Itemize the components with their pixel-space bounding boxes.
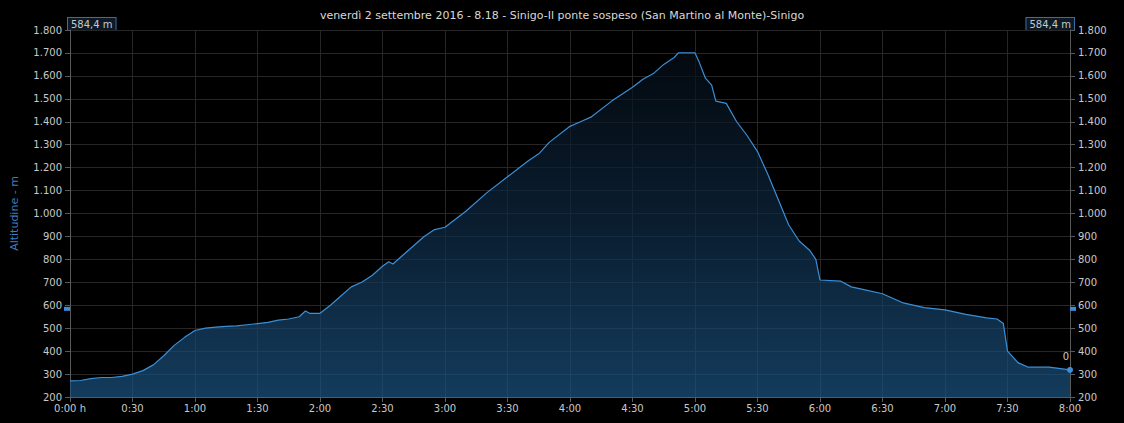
svg-text:600: 600 [1078, 300, 1097, 311]
svg-text:4:00: 4:00 [559, 403, 581, 414]
svg-text:3:30: 3:30 [496, 403, 518, 414]
svg-text:300: 300 [1078, 369, 1097, 380]
svg-text:3:00: 3:00 [434, 403, 456, 414]
svg-text:4:30: 4:30 [621, 403, 643, 414]
svg-text:1.000: 1.000 [1078, 208, 1107, 219]
svg-text:900: 900 [1078, 231, 1097, 242]
svg-text:0: 0 [1063, 351, 1069, 362]
svg-text:600: 600 [43, 300, 62, 311]
svg-text:1.500: 1.500 [1078, 93, 1107, 104]
svg-text:1.200: 1.200 [1078, 162, 1107, 173]
svg-text:1.700: 1.700 [1078, 47, 1107, 58]
svg-text:6:00: 6:00 [809, 403, 831, 414]
svg-text:1:00: 1:00 [184, 403, 206, 414]
svg-text:800: 800 [43, 254, 62, 265]
svg-text:0:30: 0:30 [121, 403, 143, 414]
svg-text:1.400: 1.400 [1078, 116, 1107, 127]
svg-text:Altitudine - m: Altitudine - m [8, 176, 21, 251]
svg-text:400: 400 [1078, 346, 1097, 357]
svg-text:700: 700 [43, 277, 62, 288]
svg-text:1.100: 1.100 [1078, 185, 1107, 196]
svg-text:7:00: 7:00 [934, 403, 956, 414]
svg-text:1.500: 1.500 [33, 93, 62, 104]
svg-text:1.000: 1.000 [33, 208, 62, 219]
svg-text:584,4 m: 584,4 m [71, 19, 113, 30]
svg-text:400: 400 [43, 346, 62, 357]
svg-text:5:00: 5:00 [684, 403, 706, 414]
svg-text:venerdì 2 settembre 2016 - 8.1: venerdì 2 settembre 2016 - 8.18 - Sinigo… [320, 9, 805, 22]
svg-text:7:30: 7:30 [996, 403, 1018, 414]
svg-text:500: 500 [1078, 323, 1097, 334]
svg-text:584,4 m: 584,4 m [1029, 19, 1071, 30]
svg-text:2:00: 2:00 [309, 403, 331, 414]
svg-text:1.700: 1.700 [33, 47, 62, 58]
svg-text:800: 800 [1078, 254, 1097, 265]
svg-text:1.600: 1.600 [33, 70, 62, 81]
svg-text:1.400: 1.400 [33, 116, 62, 127]
svg-text:1.800: 1.800 [1078, 25, 1107, 36]
svg-text:500: 500 [43, 323, 62, 334]
svg-text:1.100: 1.100 [33, 185, 62, 196]
svg-text:200: 200 [43, 392, 62, 403]
svg-text:1.600: 1.600 [1078, 70, 1107, 81]
svg-text:8:00: 8:00 [1059, 403, 1081, 414]
svg-text:5:30: 5:30 [746, 403, 768, 414]
svg-text:900: 900 [43, 231, 62, 242]
svg-text:700: 700 [1078, 277, 1097, 288]
svg-text:2:30: 2:30 [371, 403, 393, 414]
svg-text:1.300: 1.300 [33, 139, 62, 150]
svg-text:200: 200 [1078, 392, 1097, 403]
svg-text:0:00 h: 0:00 h [54, 403, 86, 414]
svg-text:1.800: 1.800 [33, 25, 62, 36]
svg-text:1.300: 1.300 [1078, 139, 1107, 150]
svg-text:300: 300 [43, 369, 62, 380]
svg-text:6:30: 6:30 [871, 403, 893, 414]
svg-text:1:30: 1:30 [246, 403, 268, 414]
svg-text:1.200: 1.200 [33, 162, 62, 173]
